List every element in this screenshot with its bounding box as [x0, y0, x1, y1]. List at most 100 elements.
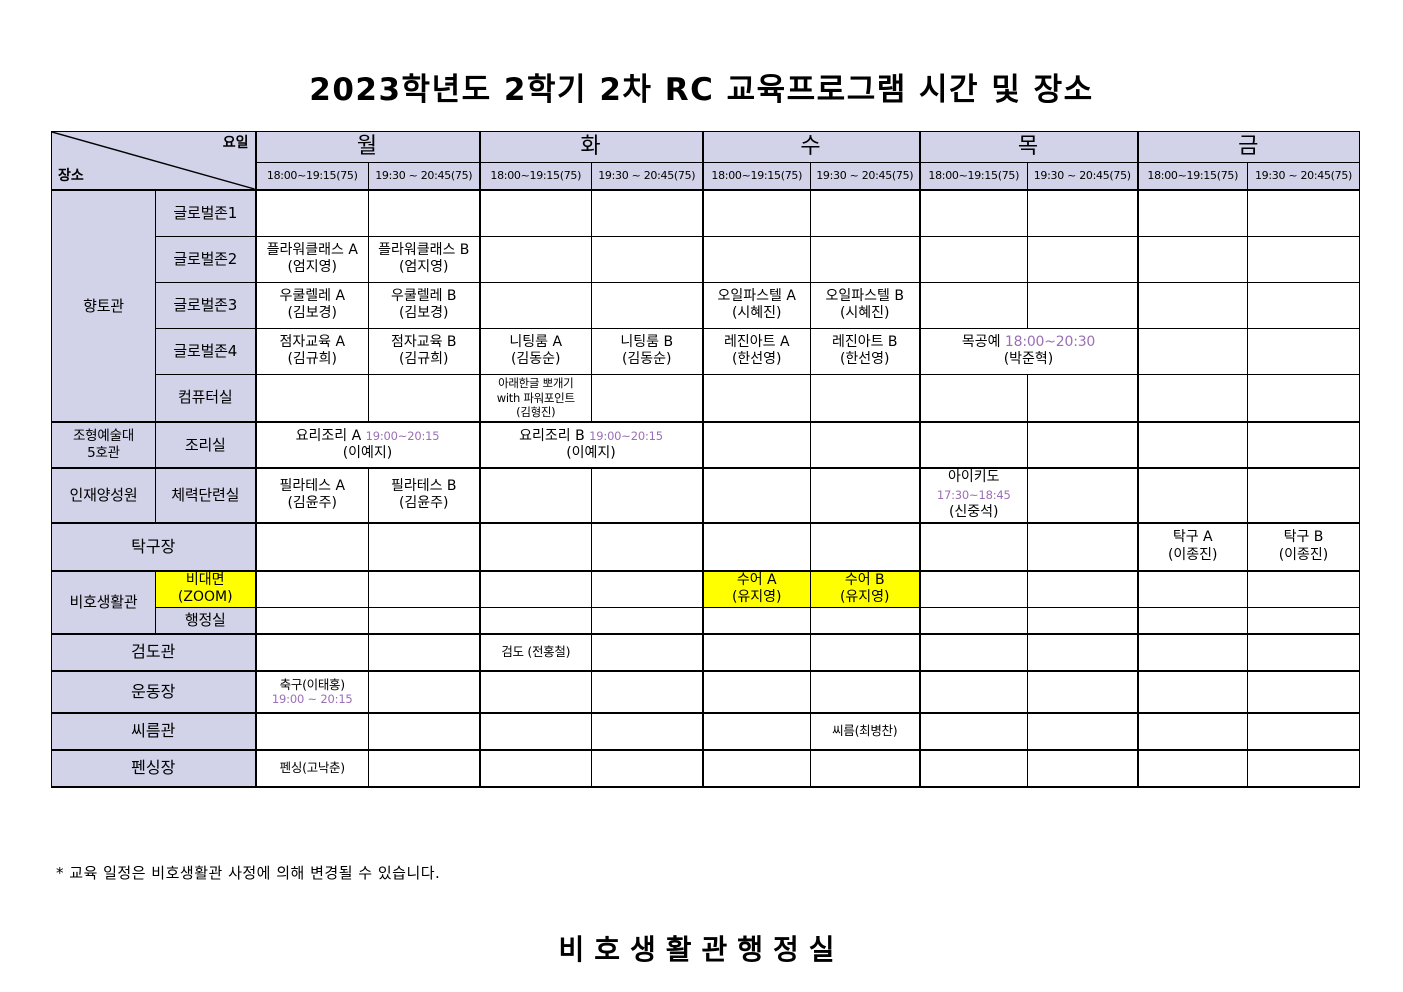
cell-cooking-thu-1: [918, 421, 1028, 469]
class-name: 오일파스텔 B: [825, 287, 904, 304]
cell-zoom-tue-2: [591, 570, 703, 608]
corner-day-label: 요일: [222, 135, 249, 151]
cell-field-wed-1: [701, 670, 811, 714]
cell-fitness-fri-2: [1247, 467, 1360, 524]
cell-soccer: 축구(이태홍) 19:00 ~ 20:15: [254, 670, 369, 714]
cell-fitness-wed-1: [701, 467, 811, 524]
table-row-ssireum: 씨름관 씨름(최병찬): [51, 712, 1360, 751]
cell-zone2-fri-1: [1136, 235, 1248, 283]
cell-braille-a: 점자교육 A (김규희): [254, 327, 369, 375]
corner-cell: 요일 장소: [51, 131, 256, 191]
class-time: 19:00~20:15: [589, 428, 663, 443]
cell-tt-mon-1: [254, 522, 369, 572]
class-name-with-time: 아이키도 17:30~18:45: [922, 469, 1027, 504]
class-teacher: (김형진): [516, 404, 556, 419]
class-teacher: (엄지영): [287, 259, 338, 275]
cell-zone1-tue-2: [591, 189, 703, 237]
class-time: 17:30~18:45: [936, 487, 1011, 502]
cell-sign-a: 수어 A (유지영): [701, 570, 811, 608]
class-teacher: (김보경): [287, 305, 338, 321]
class-time: 18:00~20:30: [1004, 333, 1096, 350]
cell-pilates-a: 필라테스 A (김윤주): [254, 467, 369, 524]
cell-fencing-tue-2: [591, 749, 703, 788]
cell-cooking-a: 요리조리 A 19:00~20:15 (이예지): [254, 421, 480, 469]
cell-ssireum-mon-2: [368, 712, 480, 751]
cell-admin-mon-1: [254, 607, 369, 635]
table-row-computer: 컴퓨터실 아래한글 뽀개기 with 파워포인트 (김형진): [51, 373, 1360, 423]
time-header-tue-2: 19:30 ~ 20:45(75): [591, 162, 703, 191]
page-title: 2023학년도 2학기 2차 RC 교육프로그램 시간 및 장소: [309, 72, 1094, 108]
cell-zoom-thu-1: [918, 570, 1028, 608]
class-name: 레진아트 A: [723, 333, 790, 350]
cell-computer-wed-2: [810, 373, 920, 423]
class-teacher: (박준혁): [1003, 351, 1054, 367]
cell-resin-b: 레진아트 B (한선영): [810, 327, 920, 375]
cell-kendo-class: 검도 (전홍철): [478, 633, 592, 672]
class-teacher: (김윤주): [287, 495, 338, 512]
cell-fencing-wed-2: [810, 749, 920, 788]
cell-hwp-powerpoint: 아래한글 뽀개기 with 파워포인트 (김형진): [478, 373, 592, 423]
cell-ssireum-thu-1: [918, 712, 1028, 751]
cell-zoom-mon-1: [254, 570, 369, 608]
cell-zone2-wed-2: [810, 235, 920, 283]
cell-admin-wed-1: [701, 607, 811, 635]
cell-zone3-tue-1: [478, 281, 592, 329]
cell-fitness-thu-2: [1027, 467, 1138, 524]
room-label-ssireum: 씨름관: [51, 712, 256, 751]
room-label-line1: 비대면: [185, 571, 225, 588]
cell-aikido: 아이키도 17:30~18:45 (신중석): [918, 467, 1028, 524]
cell-ssireum-thu-2: [1027, 712, 1138, 751]
cell-zoom-tue-1: [478, 570, 592, 608]
class-teacher: (신중석): [948, 504, 999, 520]
cell-computer-mon-2: [368, 373, 480, 423]
cell-tt-wed-1: [701, 522, 811, 572]
cell-fitness-tue-1: [478, 467, 592, 524]
class-time: 19:00~20:15: [365, 428, 440, 443]
class-name: 니팅룸 B: [620, 333, 674, 350]
class-name: 탁구 A: [1172, 529, 1213, 545]
cell-zoom-mon-2: [368, 570, 480, 608]
cell-ssireum-tue-2: [591, 712, 703, 751]
cell-kendo-thu-2: [1027, 633, 1138, 672]
class-teacher: (김보경): [398, 305, 449, 321]
cell-fencing-fri-2: [1247, 749, 1360, 788]
class-name: 우쿨렐레 A: [279, 287, 346, 304]
cell-pilates-b: 필라테스 B (김윤주): [368, 467, 480, 524]
cell-kendo-wed-2: [810, 633, 920, 672]
building-label-line2: 5호관: [87, 445, 120, 461]
time-header-mon-2: 19:30 ~ 20:45(75): [368, 162, 480, 191]
cell-knitting-a: 니팅룸 A (김동순): [478, 327, 592, 375]
cell-tabletennis-a: 탁구 A (이종진): [1136, 522, 1248, 572]
cell-cooking-b: 요리조리 B 19:00~20:15 (이예지): [478, 421, 703, 469]
building-label-art5: 조형예술대 5호관: [51, 421, 156, 469]
cell-admin-fri-2: [1247, 607, 1360, 635]
cell-zone1-tue-1: [478, 189, 592, 237]
class-name-with-time: 요리조리 B 19:00~20:15: [482, 428, 702, 446]
cell-field-tue-2: [591, 670, 703, 714]
building-label-line1: 조형예술대: [72, 428, 135, 445]
schedule-table: 요일 장소 월 화 수 목 금 18:00~19:15(75) 19:30 ~ …: [51, 131, 1360, 788]
cell-computer-fri-1: [1136, 373, 1248, 423]
cell-tt-tue-1: [478, 522, 592, 572]
cell-kendo-fri-1: [1136, 633, 1248, 672]
cell-woodcraft: 목공예 18:00~20:30 (박준혁): [918, 327, 1138, 375]
cell-ssireum-fri-2: [1247, 712, 1360, 751]
table-row-zone4: 글로벌존4 점자교육 A (김규희) 점자교육 B (김규희) 니팅룸 A (김…: [52, 327, 1360, 375]
class-name: 레진아트 B: [831, 333, 898, 350]
cell-zone1-wed-1: [701, 189, 811, 237]
class-name: 아이키도: [947, 469, 1000, 485]
class-name: 점자교육 B: [390, 333, 457, 350]
cell-cooking-wed-1: [701, 421, 811, 469]
cell-ssireum-mon-1: [254, 712, 369, 751]
cell-zone1-mon-1: [254, 189, 369, 237]
cell-kendo-thu-1: [918, 633, 1028, 672]
class-name: 필라테스 A: [279, 477, 346, 494]
cell-fencing-mon-2: [368, 749, 480, 788]
table-row-zone2: 글로벌존2 플라워클래스 A (엄지영) 플라워클래스 B (엄지영): [52, 235, 1360, 283]
cell-zone3-thu-1: [918, 281, 1028, 329]
cell-braille-b: 점자교육 B (김규희): [368, 327, 480, 375]
table-row-zone1: 향토관 글로벌존1: [51, 189, 1360, 423]
class-name: 탁구 B: [1283, 529, 1324, 545]
cell-zone2-tue-2: [591, 235, 703, 283]
cell-tt-mon-2: [368, 522, 480, 572]
